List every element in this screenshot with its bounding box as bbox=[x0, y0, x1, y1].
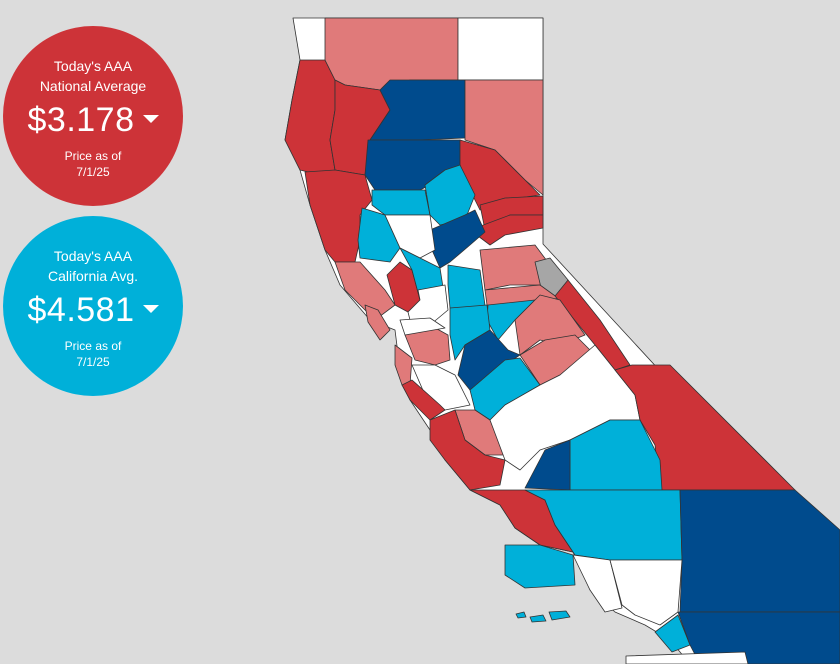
county[interactable] bbox=[447, 264, 486, 311]
county[interactable] bbox=[371, 189, 431, 216]
national-title-line2: National Average bbox=[39, 78, 147, 94]
california-average-title: Today's AAA California Avg. bbox=[3, 246, 183, 286]
county[interactable] bbox=[504, 544, 576, 589]
county[interactable] bbox=[364, 304, 391, 341]
county[interactable] bbox=[399, 317, 446, 336]
california-title-line1: Today's AAA bbox=[53, 248, 133, 264]
national-average-title: Today's AAA National Average bbox=[3, 56, 183, 96]
county[interactable] bbox=[429, 209, 486, 269]
caret-down-icon bbox=[142, 115, 159, 124]
california-average-price: $4.581 bbox=[3, 290, 183, 330]
national-asof-label: Price as of bbox=[64, 149, 122, 163]
county[interactable] bbox=[384, 214, 436, 259]
county[interactable] bbox=[524, 439, 571, 491]
county[interactable] bbox=[424, 164, 476, 226]
county[interactable] bbox=[609, 559, 683, 626]
california-price-value: $4.581 bbox=[27, 291, 135, 329]
national-title-line1: Today's AAA bbox=[53, 58, 133, 74]
caret-down-icon bbox=[142, 305, 159, 314]
county[interactable] bbox=[677, 611, 840, 664]
california-asof-label: Price as of bbox=[64, 339, 122, 353]
county[interactable] bbox=[457, 17, 544, 81]
county-island bbox=[515, 611, 527, 619]
national-average-price: $3.178 bbox=[3, 100, 183, 140]
county[interactable] bbox=[469, 214, 544, 246]
county[interactable] bbox=[572, 554, 623, 613]
national-average-badge: Today's AAA National Average $3.178 Pric… bbox=[3, 26, 183, 206]
county-island bbox=[548, 610, 571, 621]
california-price-date: Price as of 7/1/25 bbox=[3, 338, 183, 370]
california-asof-date: 7/1/25 bbox=[76, 355, 110, 369]
california-title-line2: California Avg. bbox=[47, 268, 138, 284]
national-price-value: $3.178 bbox=[27, 101, 135, 139]
county[interactable] bbox=[679, 489, 840, 613]
county[interactable] bbox=[284, 59, 336, 176]
county[interactable] bbox=[324, 17, 459, 91]
national-price-date: Price as of 7/1/25 bbox=[3, 148, 183, 180]
county[interactable] bbox=[401, 379, 446, 421]
county[interactable] bbox=[334, 261, 396, 321]
national-asof-date: 7/1/25 bbox=[76, 165, 110, 179]
county-island bbox=[625, 651, 749, 664]
county-island bbox=[529, 614, 547, 623]
california-average-badge: Today's AAA California Avg. $4.581 Price… bbox=[3, 216, 183, 396]
county[interactable] bbox=[429, 409, 506, 491]
